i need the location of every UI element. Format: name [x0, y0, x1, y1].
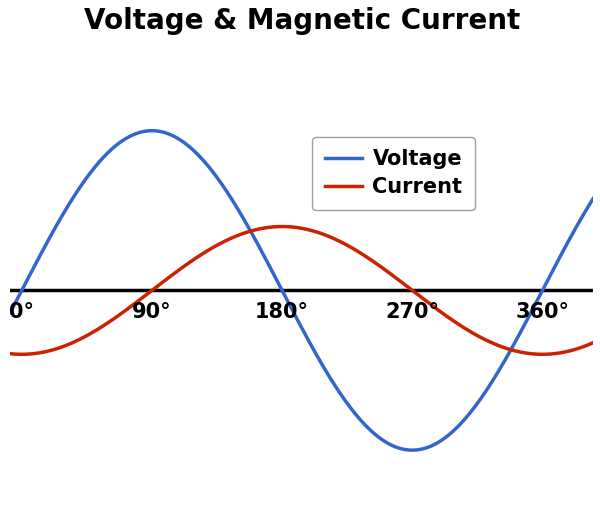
Title: Voltage & Magnetic Current: Voltage & Magnetic Current [83, 7, 520, 35]
Text: 360°: 360° [515, 302, 569, 322]
Legend: Voltage, Current: Voltage, Current [312, 136, 475, 210]
Text: 270°: 270° [385, 302, 439, 322]
Text: 90°: 90° [132, 302, 172, 322]
Text: 0°: 0° [9, 302, 34, 322]
Text: 180°: 180° [255, 302, 309, 322]
